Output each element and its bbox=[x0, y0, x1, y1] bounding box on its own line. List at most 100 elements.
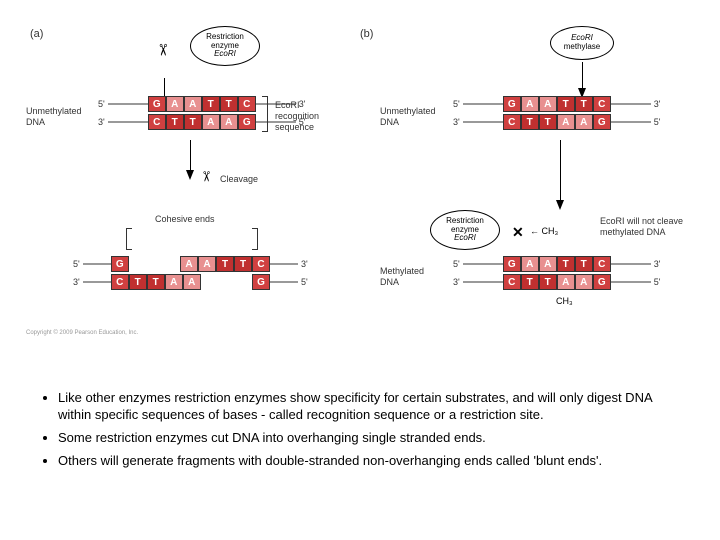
scissors-icon: ✂ bbox=[197, 171, 214, 183]
recognition-label: EcoRI recognition sequence bbox=[275, 100, 319, 132]
unmethylated-b-label: Unmethylated DNA bbox=[380, 106, 436, 128]
cohesive-bracket-l bbox=[126, 228, 132, 250]
cohesive-bracket-r bbox=[252, 228, 258, 250]
base-a: A bbox=[539, 96, 557, 112]
strand-line bbox=[108, 103, 148, 105]
copyright-text: Copyright © 2009 Pearson Education, Inc. bbox=[26, 330, 138, 336]
base-c: C bbox=[238, 96, 256, 112]
base-g: G bbox=[593, 274, 611, 290]
b-arrow bbox=[556, 200, 564, 210]
five-prime: 5' bbox=[453, 259, 460, 269]
base-a: A bbox=[575, 274, 593, 290]
base-c: C bbox=[593, 256, 611, 272]
three-prime: 3' bbox=[301, 259, 308, 269]
base-a: A bbox=[184, 96, 202, 112]
base-a: A bbox=[202, 114, 220, 130]
base-a: A bbox=[166, 96, 184, 112]
base-row: AATTC bbox=[180, 256, 270, 272]
strand-line bbox=[463, 263, 503, 265]
base-t: T bbox=[557, 256, 575, 272]
base-a: A bbox=[557, 274, 575, 290]
five-prime: 5' bbox=[301, 277, 308, 287]
strand-line bbox=[611, 121, 651, 123]
strand-line bbox=[83, 281, 111, 283]
bullet-item: Like other enzymes restriction enzymes s… bbox=[58, 390, 680, 424]
base-t: T bbox=[184, 114, 202, 130]
unmethylated-label: Unmethylated DNA bbox=[26, 106, 82, 128]
three-prime: 3' bbox=[654, 259, 661, 269]
dna-strand-b-top: 5' GAATTC 3' 3' CTTAAG 5' bbox=[450, 96, 663, 130]
nocleave-label: EcoRI will not cleave methylated DNA bbox=[600, 216, 710, 238]
base-t: T bbox=[216, 256, 234, 272]
base-row: CTTAAG bbox=[148, 114, 256, 130]
three-prime: 3' bbox=[98, 117, 105, 127]
base-t: T bbox=[147, 274, 165, 290]
strand-line bbox=[83, 263, 111, 265]
strand-line bbox=[270, 263, 298, 265]
base-g: G bbox=[252, 274, 270, 290]
methylated-label: Methylated DNA bbox=[380, 266, 424, 288]
bullet-item: Some restriction enzymes cut DNA into ov… bbox=[58, 430, 680, 447]
panel-a-label: (a) bbox=[30, 28, 43, 40]
five-prime: 5' bbox=[654, 277, 661, 287]
five-prime: 5' bbox=[73, 259, 80, 269]
base-a: A bbox=[539, 256, 557, 272]
recognition-bracket bbox=[262, 96, 268, 132]
three-prime: 3' bbox=[654, 99, 661, 109]
base-t: T bbox=[521, 274, 539, 290]
five-prime: 5' bbox=[98, 99, 105, 109]
cleavage-arrow bbox=[186, 170, 194, 180]
dna-fragment-right: AATTC 3' G 5' bbox=[180, 256, 311, 290]
ch3-bottom: CH₃ bbox=[556, 296, 573, 306]
base-c: C bbox=[148, 114, 166, 130]
base-c: C bbox=[503, 274, 521, 290]
bullet-list: Like other enzymes restriction enzymes s… bbox=[40, 390, 680, 476]
cross-icon: ✕ bbox=[512, 224, 524, 241]
base-g: G bbox=[148, 96, 166, 112]
strand-line bbox=[270, 281, 298, 283]
methylase-arrow-line bbox=[582, 62, 583, 88]
strand-line bbox=[463, 281, 503, 283]
base-a: A bbox=[198, 256, 216, 272]
five-prime: 5' bbox=[453, 99, 460, 109]
base-g: G bbox=[238, 114, 256, 130]
base-row: CTTAAG bbox=[503, 114, 611, 130]
enz-line: methylase bbox=[564, 43, 600, 52]
base-row: GAATTC bbox=[503, 96, 611, 112]
base-a: A bbox=[180, 256, 198, 272]
base-c: C bbox=[593, 96, 611, 112]
base-row: GAATTC bbox=[503, 256, 611, 272]
strand-line bbox=[463, 103, 503, 105]
base-t: T bbox=[220, 96, 238, 112]
enz-line: EcoRI bbox=[214, 50, 236, 59]
base-t: T bbox=[539, 114, 557, 130]
base-a: A bbox=[220, 114, 238, 130]
strand-line bbox=[611, 281, 651, 283]
base-a: A bbox=[521, 96, 539, 112]
scissors-icon: ✂ bbox=[153, 43, 173, 56]
cohesive-label: Cohesive ends bbox=[155, 214, 215, 225]
base-c: C bbox=[252, 256, 270, 272]
base-t: T bbox=[166, 114, 184, 130]
ecori-enzyme-oval: Restriction enzyme EcoRI bbox=[190, 26, 260, 66]
base-g: G bbox=[503, 96, 521, 112]
base-t: T bbox=[539, 274, 557, 290]
base-g: G bbox=[111, 256, 129, 272]
base-a: A bbox=[521, 256, 539, 272]
three-prime: 3' bbox=[453, 277, 460, 287]
base-c: C bbox=[111, 274, 129, 290]
ecori-b-oval: Restriction enzyme EcoRI bbox=[430, 210, 500, 250]
base-t: T bbox=[575, 256, 593, 272]
five-prime: 5' bbox=[654, 117, 661, 127]
ch3-arrow-label: ← CH₃ bbox=[530, 226, 558, 236]
base-t: T bbox=[234, 256, 252, 272]
base-g: G bbox=[503, 256, 521, 272]
base-row: GAATTC bbox=[148, 96, 256, 112]
base-t: T bbox=[129, 274, 147, 290]
base-g: G bbox=[593, 114, 611, 130]
strand-line bbox=[108, 121, 148, 123]
cleavage-arrow-line bbox=[190, 140, 191, 170]
base-a: A bbox=[557, 114, 575, 130]
strand-line bbox=[463, 121, 503, 123]
cleavage-label: Cleavage bbox=[220, 174, 258, 185]
